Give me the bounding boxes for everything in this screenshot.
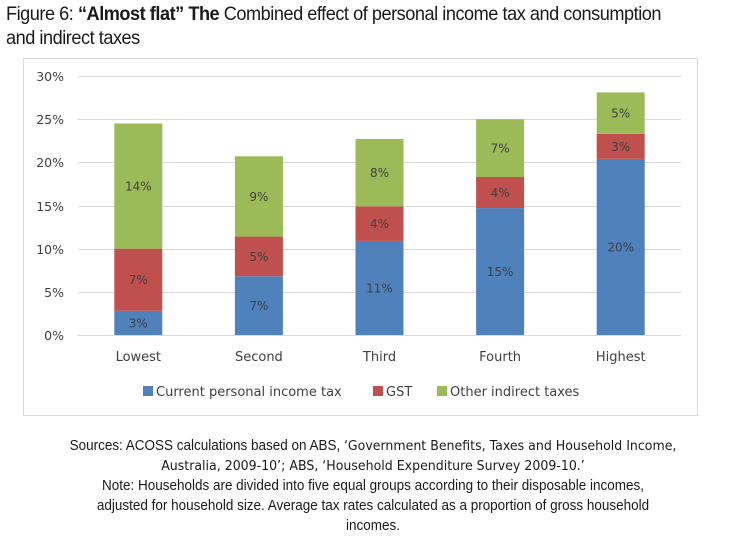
legend-swatch: [143, 386, 153, 396]
figure-title: Figure 6: “Almost flat” The Combined eff…: [6, 2, 676, 50]
x-tick-label: Highest: [596, 350, 646, 365]
bar-segment: [114, 310, 163, 335]
y-tick-label: 15%: [36, 199, 64, 214]
chart-area: [23, 58, 698, 416]
sources-line-2: Australia, 2009-10’; ABS, ‘Household Exp…: [161, 458, 585, 474]
x-axis-ticks: Lowest Second Third Fourth Highest: [116, 350, 646, 365]
data-label: 8%: [370, 166, 389, 180]
legend-item: GST: [373, 385, 412, 400]
sources-note: Sources: ACOSS calculations based on ABS…: [0, 436, 746, 536]
sources-plain: Sources: ACOSS calculations based on ABS…: [69, 438, 344, 454]
y-tick-label: 25%: [36, 112, 64, 127]
sources-line-1: Sources: ACOSS calculations based on ABS…: [26, 436, 720, 456]
x-tick-label: Third: [362, 350, 396, 365]
sources-bold-1: ‘Government Benefits, Taxes and Househol…: [343, 438, 677, 454]
legend-swatch: [373, 386, 383, 396]
y-tick-label: 20%: [36, 155, 64, 170]
bar-segment: [355, 139, 404, 207]
bar-segment: [596, 133, 645, 159]
bar-segment: [476, 119, 525, 178]
data-label: 5%: [611, 107, 630, 121]
bar-segment: [234, 276, 283, 335]
bar-segment: [355, 206, 404, 241]
data-label: 7%: [129, 273, 148, 287]
y-tick-label: 10%: [36, 242, 64, 257]
figure-label: Figure 6:: [6, 3, 74, 25]
note-line-3: incomes.: [346, 518, 400, 534]
x-tick-label: Lowest: [116, 350, 161, 365]
figure-title-rest: Combined effect of personal income tax a…: [6, 3, 662, 49]
y-tick-label: 5%: [44, 285, 64, 300]
legend-item: Other indirect taxes: [437, 385, 580, 400]
data-label: 9%: [249, 190, 268, 204]
data-label: 14%: [125, 180, 152, 194]
bar-segment: [114, 123, 163, 249]
x-tick-label: Second: [235, 350, 283, 365]
legend-label: GST: [386, 385, 412, 400]
data-label: 7%: [249, 299, 268, 313]
legend: Current personal income tax GST Other indi…: [143, 385, 580, 400]
data-label: 7%: [491, 142, 510, 156]
bars: [114, 92, 645, 335]
figure-title-bold: “Almost flat” The: [77, 3, 220, 25]
y-tick-label: 0%: [44, 328, 64, 343]
legend-label: Current personal income tax: [156, 385, 342, 400]
note-line-1: Note: Households are divided into five e…: [102, 478, 644, 494]
bar-segment: [114, 248, 163, 311]
legend-label: Other indirect taxes: [450, 385, 580, 400]
bar-segment: [234, 236, 283, 277]
data-labels: 3% 7% 14% 7% 5% 9% 11% 4% 8% 15% 4% 7% 20% 3% 5%: [125, 107, 634, 331]
data-label: 4%: [491, 186, 510, 200]
x-tick-label: Fourth: [479, 350, 521, 365]
y-axis-ticks: 0% 5% 10% 15% 20% 25% 30%: [36, 69, 64, 343]
note-line-2: adjusted for household size. Average tax…: [96, 498, 650, 514]
bar-segment: [596, 158, 645, 335]
data-label: 15%: [487, 265, 514, 279]
bar-segment: [355, 240, 404, 335]
legend-item: Current personal income tax: [143, 385, 342, 400]
data-label: 3%: [129, 316, 148, 330]
bar-segment: [234, 156, 283, 237]
bar-segment: [476, 177, 525, 209]
data-label: 3%: [611, 140, 630, 154]
bar-segment: [476, 208, 525, 335]
data-label: 5%: [249, 250, 268, 264]
data-label: 4%: [370, 217, 389, 231]
data-label: 11%: [366, 281, 393, 295]
data-label: 20%: [607, 240, 634, 254]
bar-segment: [596, 92, 645, 134]
legend-swatch: [437, 386, 447, 396]
y-tick-label: 30%: [36, 69, 64, 84]
